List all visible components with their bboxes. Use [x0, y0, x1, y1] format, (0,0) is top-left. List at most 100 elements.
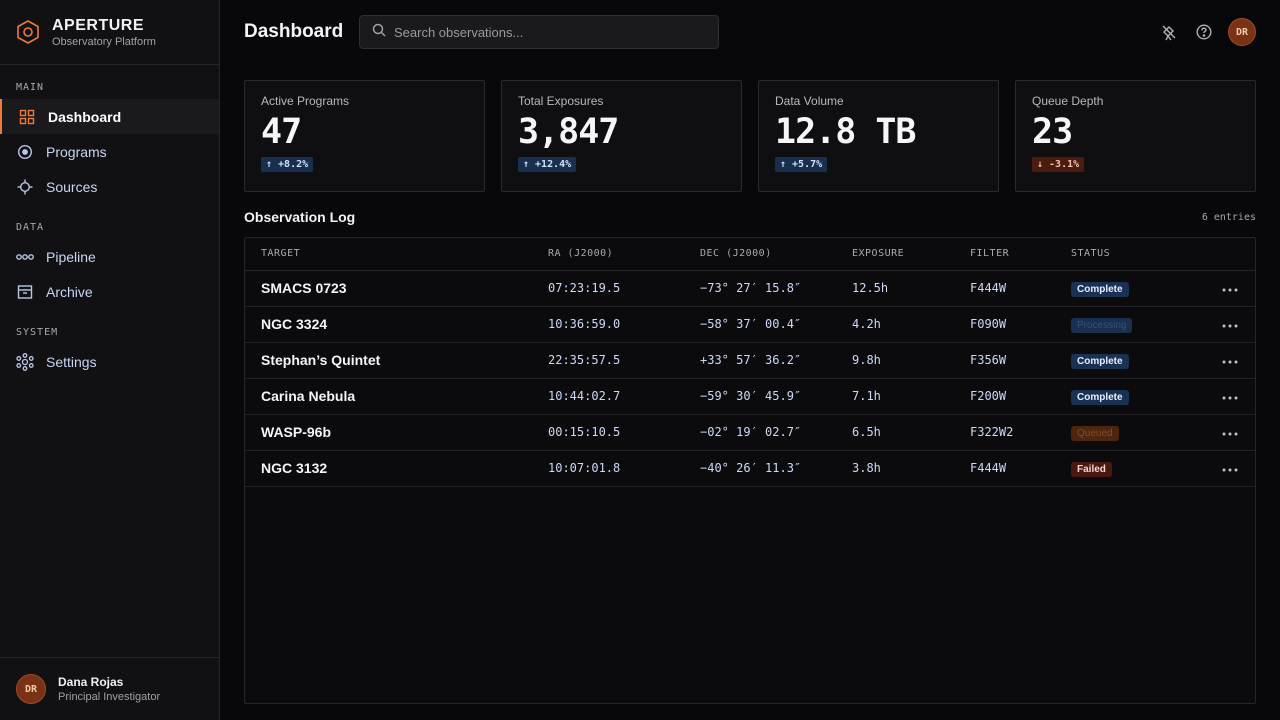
more-options-icon[interactable] [1221, 428, 1239, 440]
topbar: Dashboard DR [220, 0, 1280, 64]
cell-dec: −59° 30′ 45.9″ [700, 378, 852, 415]
table-row[interactable]: WASP-96b 00:15:10.5 −02° 19′ 02.7″ 6.5h … [245, 414, 1255, 451]
cell-dec: +33° 57′ 36.2″ [700, 342, 852, 379]
sidebar-item-label: Archive [46, 283, 93, 300]
sidebar-item-settings[interactable]: Settings [0, 344, 219, 379]
avatar: DR [16, 674, 46, 704]
table-row[interactable]: SMACS 0723 07:23:19.5 −73° 27′ 15.8″ 12.… [245, 270, 1255, 307]
telescope-icon[interactable] [1158, 21, 1180, 43]
cell-target: SMACS 0723 [245, 270, 548, 307]
stat-card-queue-depth: Queue Depth 23 ↓ -3.1% [1015, 80, 1256, 192]
archive-icon [16, 283, 34, 301]
brand-subtitle: Observatory Platform [52, 35, 156, 48]
cell-exposure: 9.8h [852, 342, 970, 379]
stat-card-total-exposures: Total Exposures 3,847 ↑ +12.4% [501, 80, 742, 192]
table-row[interactable]: NGC 3132 10:07:01.8 −40° 26′ 11.3″ 3.8h … [245, 450, 1255, 487]
target-icon [16, 143, 34, 161]
status-badge: Processing [1071, 317, 1133, 333]
column-header-status[interactable]: STATUS [1071, 238, 1191, 271]
stat-label: Total Exposures [518, 94, 604, 108]
header-avatar[interactable]: DR [1228, 18, 1256, 46]
stat-card-data-volume: Data Volume 12.8 TB ↑ +5.7% [758, 80, 999, 192]
sidebar-item-label: Sources [46, 178, 98, 195]
stat-delta: ↑ +8.2% [261, 157, 314, 172]
pipeline-icon [16, 248, 34, 266]
cell-ra: 07:23:19.5 [548, 270, 700, 307]
sidebar-item-archive[interactable]: Archive [0, 274, 219, 309]
cell-ra: 22:35:57.5 [548, 342, 700, 379]
user-name: Dana Rojas [58, 674, 124, 689]
cell-filter: F444W [970, 270, 1071, 307]
sidebar-item-pipeline[interactable]: Pipeline [0, 239, 219, 274]
cell-dec: −73° 27′ 15.8″ [700, 270, 852, 307]
cell-target: NGC 3132 [245, 450, 548, 487]
stat-label: Queue Depth [1032, 94, 1104, 108]
stat-label: Active Programs [261, 94, 350, 108]
cell-filter: F200W [970, 378, 1071, 415]
main-content: Dashboard DR Active Programs 47 [220, 0, 1280, 720]
stat-delta: ↑ +12.4% [518, 157, 577, 172]
sidebar-item-sources[interactable]: Sources [0, 169, 219, 204]
cell-ra: 00:15:10.5 [548, 414, 700, 451]
settings-icon [16, 352, 34, 371]
stat-value: 12.8 TB [775, 112, 917, 152]
sidebar-item-label: Programs [46, 143, 107, 160]
search-input[interactable] [394, 24, 694, 40]
entry-count: 6 entries [1201, 211, 1256, 223]
sidebar-item-label: Settings [46, 353, 97, 370]
page-title: Dashboard [244, 21, 344, 42]
cell-exposure: 7.1h [852, 378, 970, 415]
table-row[interactable]: NGC 3324 10:36:59.0 −58° 37′ 00.4″ 4.2h … [245, 306, 1255, 343]
search-box[interactable] [359, 15, 719, 49]
stat-card-active-programs: Active Programs 47 ↑ +8.2% [244, 80, 485, 192]
user-profile[interactable]: DR Dana Rojas Principal Investigator [0, 657, 219, 720]
stat-value: 3,847 [518, 112, 619, 152]
cell-target: NGC 3324 [245, 306, 548, 343]
brand[interactable]: APERTURE Observatory Platform [0, 0, 219, 65]
cell-dec: −58° 37′ 00.4″ [700, 306, 852, 343]
help-icon[interactable] [1193, 21, 1215, 43]
cell-filter: F444W [970, 450, 1071, 487]
cell-filter: F322W2 [970, 414, 1071, 451]
status-badge: Complete [1071, 281, 1129, 297]
more-options-icon[interactable] [1221, 356, 1239, 368]
table-row[interactable]: Stephan’s Quintet 22:35:57.5 +33° 57′ 36… [245, 342, 1255, 379]
sidebar: APERTURE Observatory Platform MAIN Dashb… [0, 0, 220, 720]
cell-ra: 10:44:02.7 [548, 378, 700, 415]
status-badge: Complete [1071, 353, 1129, 369]
column-header-ra[interactable]: RA (J2000) [548, 238, 700, 271]
section-title: Observation Log [244, 209, 356, 225]
cell-exposure: 4.2h [852, 306, 970, 343]
cell-filter: F090W [970, 306, 1071, 343]
more-options-icon[interactable] [1221, 320, 1239, 332]
more-options-icon[interactable] [1221, 464, 1239, 476]
more-options-icon[interactable] [1221, 392, 1239, 404]
stat-value: 47 [261, 112, 302, 152]
cell-exposure: 12.5h [852, 270, 970, 307]
crosshair-icon [16, 178, 34, 196]
sidebar-item-programs[interactable]: Programs [0, 134, 219, 169]
more-options-icon[interactable] [1221, 284, 1239, 296]
cell-filter: F356W [970, 342, 1071, 379]
stat-value: 23 [1032, 112, 1073, 152]
cell-ra: 10:36:59.0 [548, 306, 700, 343]
sidebar-item-label: Pipeline [46, 248, 96, 265]
table-row[interactable]: Carina Nebula 10:44:02.7 −59° 30′ 45.9″ … [245, 378, 1255, 415]
status-badge: Queued [1071, 425, 1119, 441]
column-header-exposure[interactable]: EXPOSURE [852, 238, 970, 271]
column-header-dec[interactable]: DEC (J2000) [700, 238, 852, 271]
nav-section-data: DATA [16, 222, 45, 233]
status-badge: Complete [1071, 389, 1129, 405]
column-header-target[interactable]: TARGET [245, 238, 548, 271]
cell-target: Stephan’s Quintet [245, 342, 548, 379]
cell-exposure: 6.5h [852, 414, 970, 451]
grid-icon [18, 108, 36, 126]
nav-section-system: SYSTEM [16, 327, 59, 338]
column-header-filter[interactable]: FILTER [970, 238, 1071, 271]
cell-dec: −40° 26′ 11.3″ [700, 450, 852, 487]
user-role: Principal Investigator [58, 690, 161, 703]
sidebar-item-label: Dashboard [48, 108, 122, 125]
search-icon [372, 23, 386, 42]
nav-section-main: MAIN [16, 82, 45, 93]
sidebar-item-dashboard[interactable]: Dashboard [0, 99, 219, 134]
